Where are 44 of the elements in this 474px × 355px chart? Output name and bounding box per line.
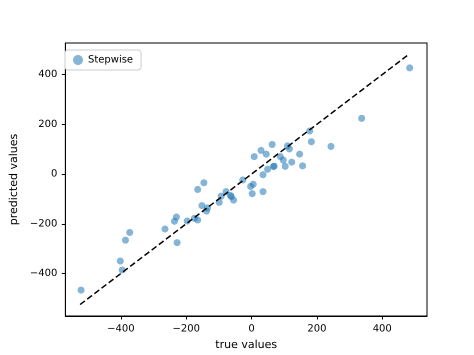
point — [406, 64, 414, 72]
point — [258, 146, 265, 154]
point — [250, 180, 257, 188]
x-tick-label: −400 — [107, 324, 135, 334]
point — [194, 186, 202, 193]
y-tick-label: 400 — [38, 69, 58, 80]
y-axis-title: predicted values — [7, 134, 20, 226]
point — [250, 153, 258, 160]
point — [288, 158, 296, 166]
point — [248, 190, 256, 198]
point — [230, 196, 238, 204]
point — [194, 216, 202, 224]
x-axis-title: true values — [215, 338, 278, 351]
x-tick-label: 400 — [372, 324, 392, 334]
point — [268, 140, 276, 148]
point — [299, 162, 306, 170]
point — [78, 286, 85, 294]
point — [286, 145, 293, 152]
point — [260, 171, 267, 178]
y-tick-label: 0 — [50, 168, 58, 180]
y-tick-label: 200 — [38, 118, 58, 130]
point — [162, 225, 169, 232]
point — [262, 150, 270, 158]
point — [126, 228, 134, 236]
x-tick-label: 0 — [248, 324, 255, 334]
point — [264, 166, 272, 173]
legend-label: Stepwise — [88, 54, 134, 66]
x-tick-label: 200 — [307, 324, 326, 334]
point — [174, 239, 181, 246]
point — [198, 202, 206, 210]
point — [296, 150, 304, 158]
point — [308, 138, 315, 146]
point — [200, 179, 208, 186]
point — [260, 188, 267, 196]
point — [282, 162, 289, 170]
y-tick-label: −400 — [30, 268, 58, 279]
point — [122, 236, 129, 244]
y-tick-label: −200 — [30, 218, 58, 230]
point — [358, 114, 366, 122]
point — [327, 142, 334, 150]
point — [280, 156, 287, 164]
point — [172, 214, 180, 221]
point — [116, 258, 124, 265]
x-tick-label: −200 — [172, 324, 200, 334]
